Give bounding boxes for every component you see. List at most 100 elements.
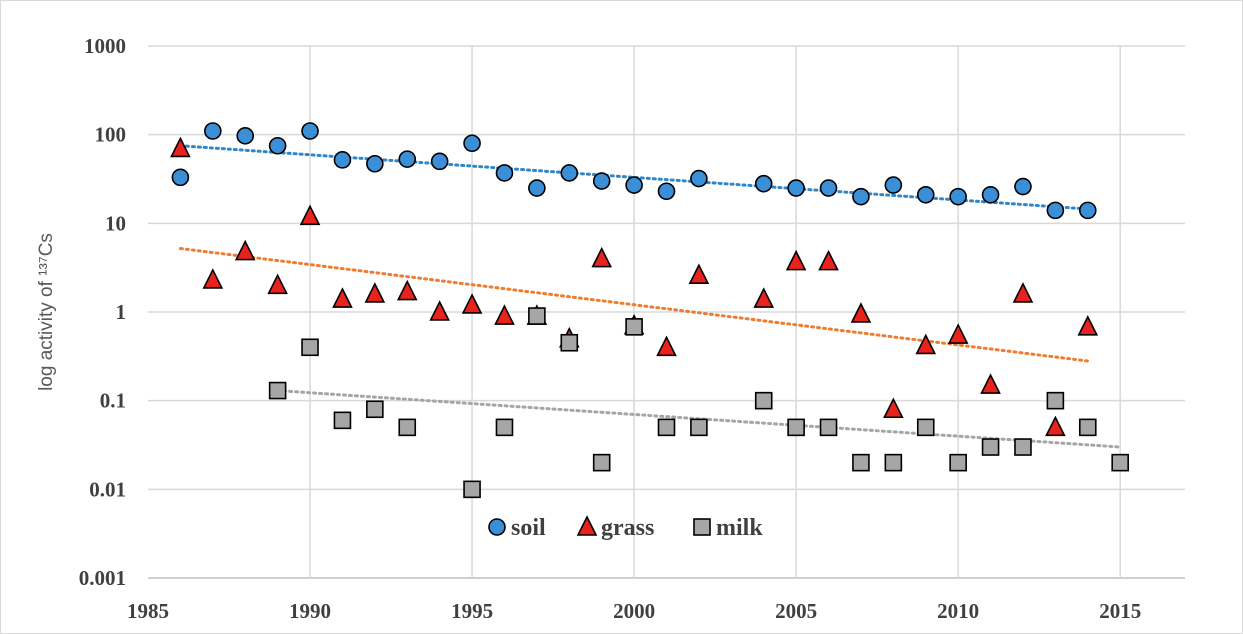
y-tick-label: 1000 [84, 34, 126, 58]
data-point [592, 453, 611, 472]
y-tick-label: 0.1 [100, 389, 126, 413]
data-point [592, 172, 611, 190]
data-point [495, 164, 514, 182]
data-point [819, 418, 838, 437]
data-point [1012, 282, 1034, 303]
x-tick-label: 1995 [451, 599, 493, 623]
legend-label: grass [601, 515, 654, 541]
x-tick-label: 1990 [289, 599, 331, 623]
legend-label: soil [511, 515, 546, 541]
data-point [1078, 418, 1097, 437]
data-point [754, 174, 773, 193]
data-point [463, 480, 481, 499]
data-point [171, 168, 190, 187]
data-point [949, 187, 967, 206]
data-point [850, 302, 872, 323]
data-point [949, 453, 967, 472]
data-point [268, 381, 287, 400]
data-point [656, 335, 677, 357]
data-point [429, 300, 450, 321]
data-point [688, 263, 710, 285]
data-point [333, 411, 352, 430]
x-tick-label: 2010 [937, 599, 979, 623]
data-point [884, 176, 903, 194]
legend-marker [488, 518, 506, 536]
data-point [625, 318, 643, 336]
data-point [301, 122, 319, 140]
data-point [981, 185, 1000, 204]
data-point [461, 293, 483, 314]
data-point [883, 397, 904, 419]
data-point [1111, 453, 1129, 472]
data-point [787, 179, 805, 197]
data-point [236, 127, 255, 145]
y-tick-label: 0.001 [79, 566, 126, 590]
data-point [787, 418, 805, 437]
data-point [1014, 438, 1032, 456]
data-point [1077, 315, 1099, 336]
data-point [267, 273, 288, 295]
data-point [494, 304, 515, 325]
data-point [690, 169, 708, 188]
data-point [852, 453, 870, 472]
data-point [398, 418, 417, 437]
data-point [1078, 201, 1097, 220]
data-point [981, 438, 1000, 456]
data-point [528, 179, 546, 197]
data-point [818, 249, 839, 271]
data-point [364, 282, 386, 303]
y-axis-label: log activity of ¹³⁷Cs [36, 233, 57, 391]
data-point [947, 323, 969, 344]
data-point [657, 418, 676, 437]
data-point [1014, 177, 1032, 196]
data-point [332, 287, 353, 308]
data-point [916, 185, 935, 204]
data-point [398, 150, 417, 168]
data-point [625, 176, 643, 194]
data-point [560, 333, 579, 352]
legend-marker [576, 515, 598, 536]
legend-label: milk [716, 515, 763, 541]
data-point [690, 418, 708, 437]
data-point [915, 333, 937, 355]
data-point [560, 164, 579, 182]
data-point [299, 204, 321, 226]
x-tick-label: 2015 [1099, 599, 1141, 623]
data-point [591, 246, 612, 268]
y-tick-label: 0.01 [89, 477, 126, 501]
data-point [495, 418, 514, 437]
y-tick-label: 1 [116, 300, 127, 324]
data-point [301, 338, 319, 357]
data-point [785, 249, 807, 271]
x-tick-label: 2005 [775, 599, 817, 623]
data-point [170, 136, 191, 158]
data-point [852, 187, 870, 206]
trendline [178, 247, 1090, 363]
data-point [819, 179, 838, 197]
data-point [753, 287, 775, 308]
data-point [980, 373, 1001, 394]
data-point [430, 152, 449, 171]
data-point [366, 154, 384, 173]
data-point [202, 268, 224, 289]
y-tick-label: 10 [105, 211, 126, 235]
legend-marker [693, 518, 711, 536]
data-point [204, 122, 222, 140]
data-point [234, 239, 256, 261]
data-point [463, 134, 481, 153]
data-point [333, 151, 352, 169]
data-point [396, 279, 418, 301]
x-tick-label: 2000 [613, 599, 655, 623]
data-point [916, 418, 935, 437]
data-point [657, 182, 676, 201]
data-point [366, 400, 384, 419]
data-point [1046, 201, 1065, 220]
data-point [884, 453, 903, 472]
y-tick-label: 100 [95, 123, 127, 147]
x-tick-label: 1985 [127, 599, 169, 623]
data-point [1046, 391, 1065, 410]
data-point [528, 307, 546, 325]
data-point [1045, 415, 1066, 437]
